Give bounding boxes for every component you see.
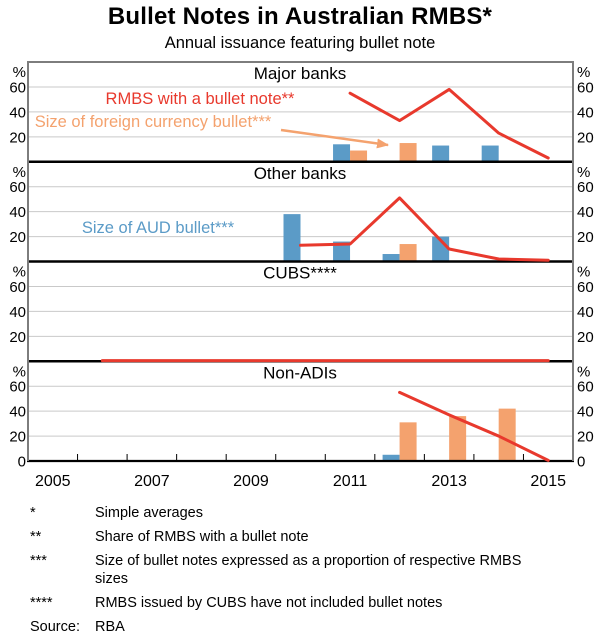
footnotes: * Simple averages ** Share of RMBS with … xyxy=(30,504,586,639)
y-tick-label-left: 60 xyxy=(9,179,26,196)
y-tick-label-left: 20 xyxy=(9,229,26,246)
y-tick-label-left: 40 xyxy=(9,404,26,421)
bar-blue-2012 xyxy=(382,454,400,461)
y-axis-unit-right: % xyxy=(577,264,590,281)
annotation-label-red: RMBS with a bullet note** xyxy=(106,90,296,108)
chart-frame xyxy=(27,61,574,461)
footnote-marker: * xyxy=(30,505,36,521)
line-series-red xyxy=(299,196,550,262)
rmbs-bullet-notes-chart: Major banks% % 20 20 40 40 60 60 Other banks% % 20… xyxy=(9,61,594,490)
y-tick-label-right: 60 xyxy=(577,379,594,396)
panel-title: Non-ADIs xyxy=(263,363,337,382)
y-tick-label-right: 20 xyxy=(577,229,594,246)
y-axis-unit-left: % xyxy=(13,164,26,181)
x-tick-label: 2009 xyxy=(233,473,269,490)
footnote-row: **** RMBS issued by CUBS have not includ… xyxy=(30,594,586,612)
y-tick-label-right: 40 xyxy=(577,204,594,221)
bar-blue-2013 xyxy=(432,145,450,162)
bar-orange-2012 xyxy=(399,244,417,262)
y-tick-label-left: 60 xyxy=(9,379,26,396)
y-tick-label-right: 60 xyxy=(577,79,594,96)
footnote-row: *** Size of bullet notes expressed as a … xyxy=(30,552,586,588)
footnote-text: Share of RMBS with a bullet note xyxy=(95,529,309,545)
footnote-marker: ** xyxy=(30,529,42,545)
chart-title: Bullet Notes in Australian RMBS* xyxy=(107,3,493,30)
y-axis-unit-right: % xyxy=(577,164,590,181)
footnote-line: Size of bullet notes expressed as a prop… xyxy=(95,553,522,569)
x-tick-label: 2013 xyxy=(431,473,467,490)
y-tick-label-right: 60 xyxy=(577,179,594,196)
bar-orange-2012 xyxy=(399,422,417,461)
footnote-row: ** Share of RMBS with a bullet note xyxy=(30,528,586,546)
bar-orange-2011 xyxy=(350,150,368,162)
x-tick-label: 2011 xyxy=(333,473,368,490)
panel-title: CUBS**** xyxy=(263,264,337,283)
y-axis-unit-right: % xyxy=(577,363,590,380)
y-tick-label-right: 40 xyxy=(577,304,594,321)
y-tick-label-right: 0 xyxy=(577,454,585,471)
panel-title: Other banks xyxy=(254,164,347,183)
y-tick-label-left: 40 xyxy=(9,204,26,221)
footnote-text: Simple averages xyxy=(95,505,203,521)
footnote-marker: **** xyxy=(30,595,53,611)
bar-orange-2013 xyxy=(449,416,467,461)
y-tick-label-right: 60 xyxy=(577,279,594,296)
y-tick-label-left: 20 xyxy=(9,329,26,346)
footnote-text: Size of bullet notes expressed as a prop… xyxy=(95,552,586,588)
annotation-arrow xyxy=(280,128,389,149)
y-tick-label-right: 20 xyxy=(577,129,594,146)
bar-blue-2011 xyxy=(333,241,351,262)
chart-subtitle: Annual issuance featuring bullet note xyxy=(164,34,436,52)
footnote-line: sizes xyxy=(95,571,129,587)
y-tick-label-left: 60 xyxy=(9,279,26,296)
y-tick-label-right: 20 xyxy=(577,429,594,446)
bar-blue-2011 xyxy=(333,144,351,162)
panel-title: Major banks xyxy=(254,64,347,83)
source-value: RBA xyxy=(95,619,125,635)
x-tick-label: 2007 xyxy=(134,473,170,490)
x-tick-label: 2005 xyxy=(35,473,71,490)
y-tick-label-right: 20 xyxy=(577,329,594,346)
y-axis-unit-right: % xyxy=(577,64,590,81)
x-tick-label: 2015 xyxy=(530,473,566,490)
source-row: Source: RBA xyxy=(30,618,586,636)
y-tick-label-left: 20 xyxy=(9,429,26,446)
footnote-row: * Simple averages xyxy=(30,504,586,522)
bar-blue-2012 xyxy=(382,254,400,262)
footnote-marker: *** xyxy=(30,553,47,569)
y-tick-label-left: 0 xyxy=(18,454,26,471)
footnote-text: RMBS issued by CUBS have not included bu… xyxy=(95,595,443,611)
y-axis-unit-left: % xyxy=(13,264,26,281)
y-tick-label-left: 60 xyxy=(9,79,26,96)
line-series-red xyxy=(348,87,550,160)
bar-orange-2014 xyxy=(498,408,516,461)
y-tick-label-left: 40 xyxy=(9,104,26,121)
bar-blue-2010 xyxy=(283,214,301,262)
y-axis-unit-left: % xyxy=(13,363,26,380)
bar-orange-2012 xyxy=(399,143,417,162)
y-tick-label-left: 20 xyxy=(9,129,26,146)
y-tick-label-right: 40 xyxy=(577,404,594,421)
y-tick-label-right: 40 xyxy=(577,104,594,121)
bar-blue-2014 xyxy=(481,145,499,162)
line-series-red xyxy=(398,390,550,462)
source-label: Source: xyxy=(30,619,80,635)
y-tick-label-left: 40 xyxy=(9,304,26,321)
y-axis-unit-left: % xyxy=(13,64,26,81)
annotation-label-blue: Size of AUD bullet*** xyxy=(82,219,235,237)
annotation-label-orange: Size of foreign currency bullet*** xyxy=(35,113,272,131)
